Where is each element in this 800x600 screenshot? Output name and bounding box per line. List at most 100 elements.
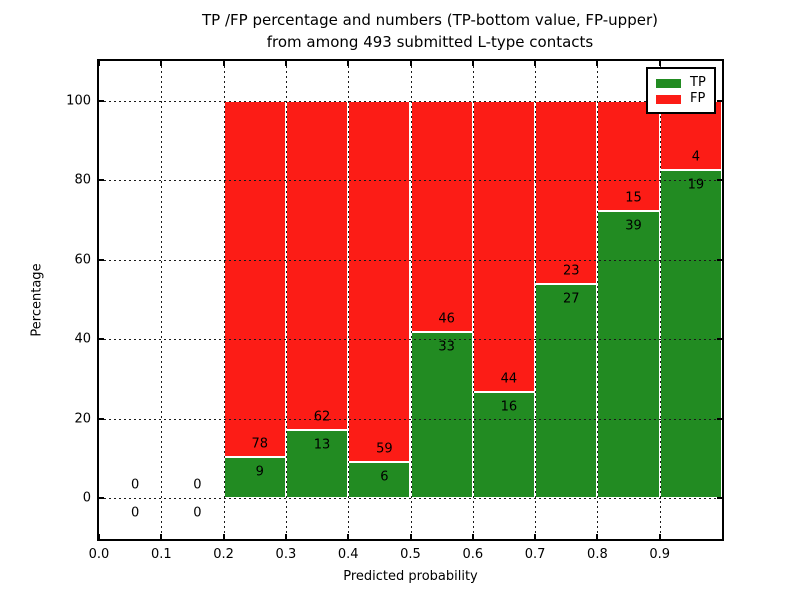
y-tick-mark — [99, 417, 104, 420]
x-tick-label: 0.9 — [649, 547, 671, 562]
fp-count-label: 4 — [691, 149, 700, 165]
x-tick-mark — [534, 534, 537, 539]
y-tick-label: 0 — [82, 490, 91, 506]
fp-swatch-icon — [656, 94, 681, 104]
y-tick-label: 60 — [74, 252, 91, 268]
x-tick-label: 0.7 — [524, 547, 546, 562]
y-tick-mark — [99, 258, 104, 261]
tp-bar-segment — [597, 211, 660, 499]
legend: TP FP — [646, 67, 716, 114]
y-tick-mark-right — [717, 497, 722, 500]
x-tick-label: 0.1 — [150, 547, 172, 562]
tp-bar-segment — [223, 457, 286, 499]
x-tick-mark-top — [222, 61, 225, 66]
fp-bar-segment — [285, 100, 349, 430]
y-tick-mark — [99, 497, 104, 500]
y-tick-mark-right — [717, 179, 722, 182]
fp-count-label: 59 — [376, 441, 393, 457]
x-tick-mark — [160, 534, 163, 539]
tp-count-label: 0 — [131, 505, 140, 521]
y-tick-mark-right — [717, 258, 722, 261]
y-tick-mark — [99, 338, 104, 341]
fp-bar-segment — [223, 100, 286, 458]
x-tick-mark-top — [160, 61, 163, 66]
y-tick-mark-right — [717, 99, 722, 102]
tp-count-label: 13 — [313, 437, 331, 452]
x-tick-mark-top — [534, 61, 537, 66]
legend-label-fp: FP — [690, 91, 706, 106]
y-tick-mark-right — [717, 338, 722, 341]
tp-count-label: 27 — [562, 291, 580, 307]
y-tick-label: 100 — [66, 93, 91, 109]
x-tick-mark — [222, 534, 225, 539]
x-tick-mark-top — [284, 61, 287, 66]
x-axis-label: Predicted probability — [343, 569, 478, 584]
y-tick-mark-right — [717, 417, 722, 420]
x-tick-mark — [284, 534, 287, 539]
v-gridline — [223, 61, 225, 539]
y-tick-label: 20 — [74, 411, 91, 427]
x-tick-mark-top — [471, 61, 474, 66]
fp-count-label: 0 — [193, 477, 202, 493]
tp-bar-segment — [348, 461, 411, 499]
x-tick-mark — [98, 534, 100, 539]
tp-bar-segment — [410, 332, 473, 499]
x-tick-mark-top — [409, 61, 412, 66]
v-gridline — [285, 61, 287, 539]
tp-swatch-icon — [656, 78, 681, 88]
fp-count-label: 0 — [131, 477, 140, 493]
x-tick-label: 0.0 — [88, 547, 110, 562]
tp-count-label: 39 — [625, 218, 642, 234]
x-tick-mark-top — [658, 61, 661, 66]
y-tick-mark — [99, 179, 104, 182]
x-tick-label: 0.3 — [275, 547, 297, 562]
y-tick-label: 80 — [74, 172, 91, 188]
tp-count-label: 6 — [380, 469, 389, 485]
fp-count-label: 15 — [625, 190, 642, 206]
fp-bar-segment — [472, 100, 536, 393]
tp-count-label: 9 — [255, 464, 264, 480]
tp-count-label: 0 — [193, 505, 202, 521]
fp-count-label: 78 — [251, 436, 269, 452]
y-axis-label: Percentage — [29, 263, 45, 337]
legend-item-fp: FP — [656, 91, 706, 107]
legend-item-tp: TP — [656, 75, 706, 91]
fp-count-label: 44 — [500, 371, 518, 387]
fp-bar-segment — [410, 100, 473, 333]
chart-title: TP /FP percentage and numbers (TP-bottom… — [60, 9, 800, 53]
x-tick-mark — [471, 534, 474, 539]
x-tick-mark-top — [347, 61, 350, 66]
fp-count-label: 62 — [313, 409, 331, 424]
x-tick-label: 0.2 — [213, 547, 234, 562]
x-tick-label: 0.4 — [337, 547, 359, 562]
tp-bar-segment — [535, 283, 598, 499]
fp-bar-segment — [535, 100, 598, 284]
chart-title-line1: TP /FP percentage and numbers (TP-bottom… — [202, 11, 658, 29]
tp-count-label: 33 — [438, 339, 455, 355]
x-tick-mark — [409, 534, 412, 539]
tp-bar-segment — [659, 169, 722, 499]
v-gridline — [472, 61, 474, 539]
legend-label-tp: TP — [690, 75, 706, 90]
x-tick-label: 0.5 — [400, 547, 421, 562]
tp-count-label: 16 — [500, 399, 518, 415]
v-gridline — [659, 61, 661, 539]
x-tick-mark-top — [98, 61, 100, 66]
x-tick-mark-top — [596, 61, 599, 66]
chart-title-line2: from among 493 submitted L-type contacts — [266, 33, 594, 51]
x-tick-label: 0.6 — [462, 547, 484, 562]
y-tick-label: 40 — [74, 331, 91, 347]
fp-count-label: 23 — [562, 263, 580, 279]
x-tick-label: 0.8 — [587, 547, 608, 562]
v-gridline — [161, 61, 163, 539]
v-gridline — [535, 61, 537, 539]
v-gridline — [410, 61, 412, 539]
fp-count-label: 46 — [438, 311, 455, 327]
x-tick-mark — [596, 534, 599, 539]
x-tick-mark — [347, 534, 350, 539]
x-tick-mark — [658, 534, 661, 539]
v-gridline — [597, 61, 599, 539]
y-tick-mark — [99, 99, 104, 102]
tp-count-label: 19 — [687, 177, 705, 193]
